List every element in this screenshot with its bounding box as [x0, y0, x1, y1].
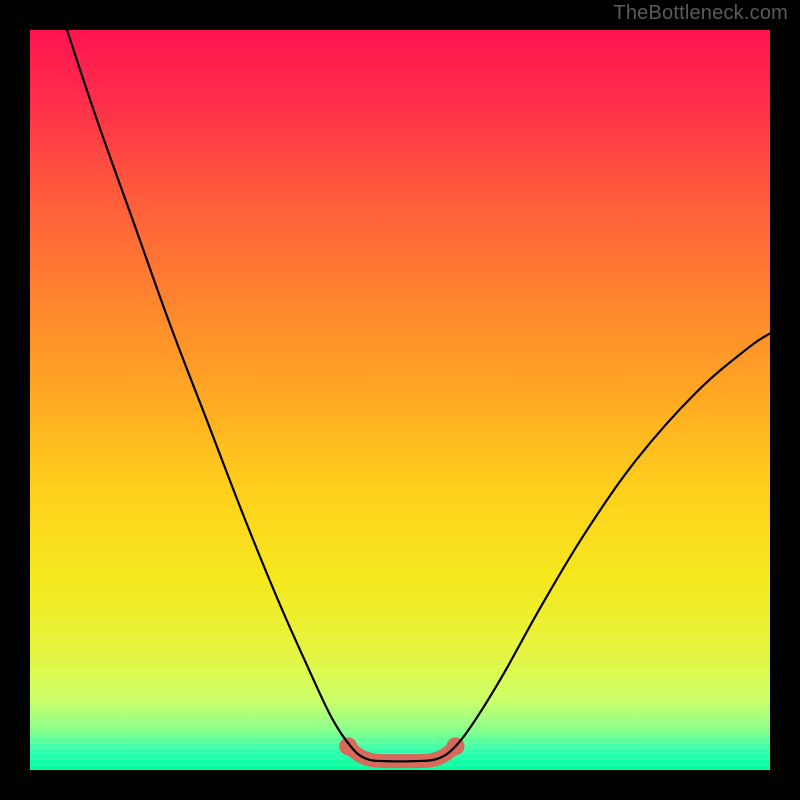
bottleneck-curve — [67, 30, 770, 761]
curve-layer — [30, 30, 770, 770]
highlight-cap-left — [339, 737, 357, 755]
plot-area — [30, 30, 770, 770]
attribution-text: TheBottleneck.com — [613, 2, 788, 25]
chart-outer: TheBottleneck.com — [0, 0, 800, 800]
